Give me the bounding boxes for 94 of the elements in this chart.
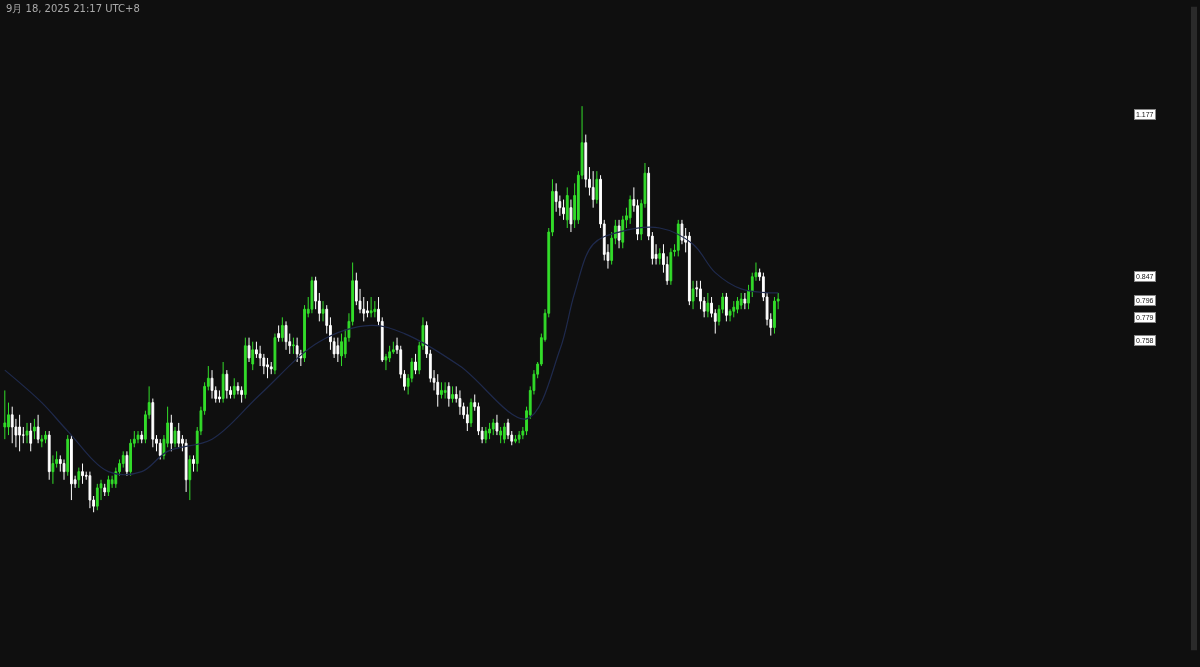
candlestick	[184, 438, 188, 493]
candlestick	[617, 219, 621, 249]
candlestick	[310, 276, 314, 314]
candlestick	[70, 434, 73, 501]
candlestick	[488, 422, 491, 440]
candlestick	[3, 389, 7, 440]
candlestick	[451, 385, 454, 404]
candlestick	[95, 483, 99, 511]
candlestick	[569, 199, 573, 233]
candlestick	[732, 300, 736, 318]
candlestick	[295, 337, 299, 363]
candlestick	[240, 385, 244, 404]
candlestick	[188, 454, 192, 501]
candlestick	[706, 292, 710, 318]
candlestick	[373, 300, 377, 318]
candlestick	[280, 316, 284, 343]
candlestick	[484, 426, 488, 444]
candlestick	[669, 247, 673, 286]
candlestick	[103, 483, 107, 497]
candlestick	[565, 186, 569, 229]
candlestick	[273, 333, 277, 375]
candlestick	[773, 296, 776, 335]
candlestick	[51, 454, 55, 485]
candlestick	[595, 170, 599, 205]
candlestick	[739, 292, 743, 310]
candlestick	[77, 467, 81, 489]
candlestick	[465, 406, 469, 432]
candlestick	[554, 182, 558, 213]
candlestick	[44, 430, 47, 444]
candlestick	[169, 414, 173, 452]
candlestick	[369, 296, 373, 318]
candlestick	[447, 381, 451, 408]
candlestick	[562, 199, 565, 221]
candlestick	[340, 333, 343, 367]
candlestick	[40, 434, 44, 448]
candlestick	[18, 414, 22, 452]
candlestick	[251, 341, 255, 371]
candlestick	[495, 414, 499, 436]
candlestick	[151, 398, 155, 448]
candlestick	[266, 357, 269, 379]
candlestick	[736, 296, 739, 314]
candlestick	[321, 300, 325, 322]
candlestick	[125, 450, 129, 477]
candlestick	[173, 426, 177, 448]
candlestick	[499, 426, 503, 444]
candlestick	[177, 422, 181, 448]
candlestick	[458, 389, 462, 416]
candlestick	[33, 418, 36, 440]
candlestick	[517, 430, 521, 444]
candlestick	[218, 389, 221, 404]
candlestick	[469, 398, 473, 428]
candlestick	[25, 422, 29, 444]
candlestick	[29, 422, 33, 452]
candlestick	[243, 337, 247, 400]
candlestick	[336, 337, 340, 363]
candlestick	[158, 438, 162, 460]
candlestick	[436, 373, 440, 408]
candlestick	[10, 406, 14, 444]
candlestick	[36, 414, 40, 444]
candlestick	[443, 381, 447, 400]
candlestick	[277, 324, 281, 343]
candlestick	[136, 430, 140, 444]
candlestick	[658, 247, 662, 266]
candlestick	[284, 320, 288, 351]
candlestick	[269, 361, 273, 375]
candlestick	[676, 219, 680, 257]
candlestick	[232, 377, 236, 400]
candlestick	[292, 337, 295, 355]
candlestick	[221, 361, 225, 404]
text: 9月 18, 2025 21:17 UTC+8	[6, 3, 140, 14]
candlestick	[47, 430, 51, 481]
candlestick	[591, 170, 595, 209]
candlestick	[502, 422, 506, 444]
candlestick	[491, 418, 495, 436]
candlestick	[192, 454, 195, 473]
candlestick	[88, 471, 92, 509]
candlestick	[687, 231, 691, 306]
candlestick	[628, 195, 632, 225]
candlestick	[691, 280, 695, 310]
candlestick	[140, 430, 144, 444]
candlestick	[81, 463, 84, 485]
candlestick	[210, 369, 214, 400]
candlestick	[107, 475, 110, 497]
candlestick	[225, 369, 229, 400]
candlestick	[247, 337, 251, 363]
candlestick	[440, 381, 443, 400]
candlestick	[747, 284, 750, 310]
candlestick	[414, 353, 417, 375]
candlestick	[724, 292, 728, 322]
candlestick	[514, 434, 517, 444]
candlestick	[62, 458, 66, 481]
candlestick	[743, 292, 747, 310]
candlestick	[366, 300, 369, 318]
candlestick	[66, 434, 70, 477]
